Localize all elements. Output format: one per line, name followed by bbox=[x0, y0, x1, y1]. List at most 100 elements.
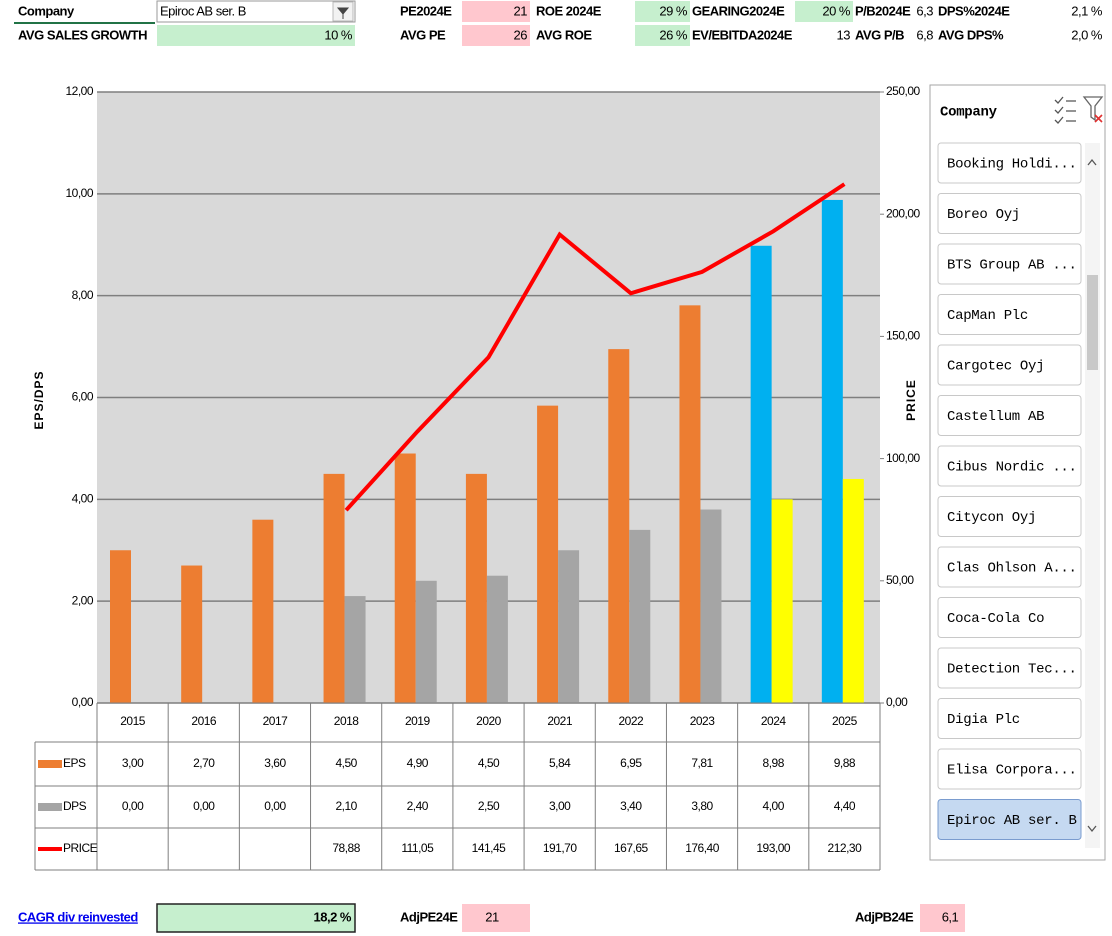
price-line bbox=[344, 182, 846, 512]
y-tick-label: 8,00 bbox=[72, 288, 94, 302]
kpi-cell bbox=[635, 25, 690, 46]
bar bbox=[771, 499, 793, 703]
y2-tick-label: 50,00 bbox=[886, 573, 914, 587]
slicer-item-label: Citycon Oyj bbox=[947, 510, 1036, 526]
kpi-label: EV/EBITDA2024E bbox=[692, 27, 793, 42]
slicer-item[interactable] bbox=[937, 142, 1082, 184]
slicer-item[interactable] bbox=[937, 445, 1082, 487]
bar bbox=[629, 529, 651, 703]
bar bbox=[821, 199, 843, 703]
table-value: 3,00 bbox=[549, 799, 571, 813]
y-tick-label: 4,00 bbox=[72, 492, 94, 506]
footer-cell bbox=[920, 904, 965, 932]
slicer-item[interactable] bbox=[937, 698, 1082, 739]
slicer-item[interactable] bbox=[937, 799, 1082, 840]
kpi-value: 21 bbox=[514, 3, 528, 18]
table-value: 176,40 bbox=[685, 841, 720, 855]
kpi-value: 29 % bbox=[659, 3, 688, 18]
footer-value: 21 bbox=[485, 909, 499, 924]
slicer-item-label: Boreo Oyj bbox=[947, 207, 1020, 223]
link[interactable]: CAGR div reinvested bbox=[18, 909, 139, 924]
slicer-item[interactable] bbox=[937, 496, 1082, 537]
slicer-item[interactable] bbox=[937, 395, 1082, 436]
y-tick-label: 10,00 bbox=[65, 186, 93, 200]
x-tick-label: 2025 bbox=[832, 714, 858, 728]
scroll-up[interactable] bbox=[1087, 158, 1097, 166]
clear-filter-icon[interactable] bbox=[1082, 96, 1104, 122]
company-value: Epiroc AB ser. B bbox=[160, 3, 246, 18]
dropdown-icon bbox=[336, 7, 350, 19]
multi-select-icon[interactable] bbox=[1054, 96, 1076, 124]
table-value: 193,00 bbox=[756, 841, 791, 855]
x-tick-label: 2017 bbox=[263, 714, 289, 728]
kpi-value: 20 % bbox=[822, 3, 851, 18]
kpi-value: 26 bbox=[514, 27, 528, 42]
y-tick-label: 2,00 bbox=[72, 593, 94, 607]
bar bbox=[842, 478, 864, 703]
slicer-item[interactable] bbox=[937, 597, 1082, 638]
bar bbox=[750, 245, 772, 704]
bar bbox=[486, 575, 508, 703]
scroll-thumb[interactable] bbox=[1087, 275, 1098, 370]
scroll-down[interactable] bbox=[1087, 825, 1097, 833]
kpi-label: P/B2024E bbox=[855, 3, 911, 18]
table-value: 212,30 bbox=[828, 841, 863, 855]
kpi-value: 6,3 bbox=[916, 3, 933, 18]
table-value: 3,00 bbox=[122, 756, 144, 770]
slicer-item[interactable] bbox=[937, 546, 1082, 588]
y2-axis-title: PRICE bbox=[904, 379, 918, 421]
legend-key bbox=[38, 803, 62, 811]
company-input[interactable] bbox=[156, 0, 356, 23]
bar bbox=[558, 550, 580, 703]
bar bbox=[110, 550, 131, 703]
clear-filter-x bbox=[1094, 114, 1103, 123]
table-value: 3,60 bbox=[264, 756, 286, 770]
x-tick-label: 2020 bbox=[476, 714, 502, 728]
slicer-item-label: Cargotec Oyj bbox=[947, 359, 1044, 375]
table-value: 4,90 bbox=[407, 756, 429, 770]
kpi-label: AVG PE bbox=[400, 27, 446, 42]
slicer-item[interactable] bbox=[937, 748, 1082, 790]
table-value: 8,98 bbox=[763, 756, 785, 770]
slicer-item-label: Digia Plc bbox=[947, 712, 1020, 728]
kpi-label: AVG ROE bbox=[536, 27, 592, 42]
x-tick-label: 2023 bbox=[690, 714, 716, 728]
table-value: 78,88 bbox=[332, 841, 360, 855]
bar bbox=[394, 453, 416, 703]
slicer-item[interactable] bbox=[937, 344, 1082, 386]
x-tick-label: 2021 bbox=[547, 714, 573, 728]
kpi-label: GEARING2024E bbox=[692, 3, 785, 18]
kpi-cell bbox=[462, 1, 530, 22]
slicer-item-label: CapMan Plc bbox=[947, 308, 1028, 324]
kpi-cell bbox=[635, 1, 690, 22]
x-tick-label: 2019 bbox=[405, 714, 431, 728]
slicer-item[interactable] bbox=[937, 294, 1082, 335]
table-value: 167,65 bbox=[614, 841, 649, 855]
table-value: 6,95 bbox=[620, 756, 642, 770]
kpi-cell bbox=[157, 25, 355, 46]
slicer-item-label: Cibus Nordic ... bbox=[947, 460, 1077, 476]
slicer-item-label: Booking Holdi... bbox=[947, 157, 1077, 173]
slicer-item-label: Coca-Cola Co bbox=[947, 611, 1044, 627]
y2-tick-label: 100,00 bbox=[886, 451, 921, 465]
x-tick-label: 2024 bbox=[761, 714, 787, 728]
bar bbox=[252, 519, 274, 703]
y2-tick-label: 150,00 bbox=[886, 329, 921, 343]
bar bbox=[415, 580, 437, 703]
kpi-label: Company bbox=[18, 3, 75, 18]
kpi-value: 10 % bbox=[324, 27, 353, 42]
slicer-item[interactable] bbox=[937, 647, 1082, 689]
footer-label: AdjPE24E bbox=[400, 909, 458, 924]
bar bbox=[700, 509, 722, 703]
x-tick-label: 2016 bbox=[191, 714, 217, 728]
table-value: 2,40 bbox=[407, 799, 429, 813]
slicer-item[interactable] bbox=[937, 243, 1082, 285]
kpi-value: 26 % bbox=[659, 27, 688, 42]
footer-cell bbox=[156, 903, 356, 933]
table-value: 0,00 bbox=[193, 799, 215, 813]
slicer-item-label: Castellum AB bbox=[947, 409, 1044, 425]
slicer-item[interactable] bbox=[937, 193, 1082, 234]
bar bbox=[181, 565, 203, 703]
